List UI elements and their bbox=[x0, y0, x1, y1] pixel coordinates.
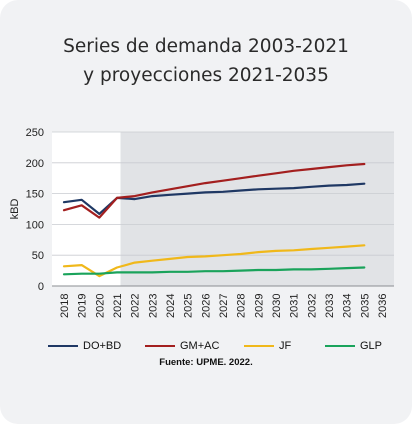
legend-label: GLP bbox=[360, 340, 383, 352]
legend-swatch bbox=[145, 345, 175, 347]
y-tick-label: 200 bbox=[26, 158, 44, 170]
x-tick-label: 2027 bbox=[218, 294, 230, 318]
y-tick-label: 100 bbox=[26, 219, 44, 231]
x-tick-label: 2028 bbox=[236, 294, 248, 318]
legend-swatch bbox=[325, 345, 355, 347]
y-tick-label: 50 bbox=[32, 250, 44, 262]
legend-label: DO+BD bbox=[83, 340, 122, 352]
x-tick-label: 2023 bbox=[147, 294, 159, 318]
legend-label: GM+AC bbox=[180, 340, 220, 352]
series-line-glp bbox=[62, 266, 366, 276]
chart-title: Series de demanda 2003-2021 y proyeccion… bbox=[0, 32, 412, 90]
x-tick-label: 2026 bbox=[200, 294, 212, 318]
x-tick-label: 2021 bbox=[112, 294, 124, 318]
legend-item: GLP bbox=[325, 340, 382, 352]
y-tick-label: 0 bbox=[38, 281, 44, 293]
legend-item: JF bbox=[244, 340, 291, 352]
x-tick-label: 2033 bbox=[324, 294, 336, 318]
x-tick-label: 2018 bbox=[59, 294, 71, 318]
x-tick-label: 2031 bbox=[289, 294, 301, 318]
x-tick-label: 2036 bbox=[377, 294, 389, 318]
series-line-gm-ac bbox=[62, 162, 366, 219]
legend-label: JF bbox=[279, 340, 292, 352]
y-tick-label: 150 bbox=[26, 189, 44, 201]
projection-shade bbox=[120, 132, 395, 286]
x-tick-label: 2030 bbox=[271, 294, 283, 318]
legend-item: GM+AC bbox=[145, 340, 219, 352]
x-tick-label: 2024 bbox=[165, 294, 177, 318]
y-tick-label: 250 bbox=[26, 127, 44, 139]
chart-source: Fuente: UPME. 2022. bbox=[159, 357, 253, 368]
chart-legend: DO+BD GM+AC JF GLP bbox=[48, 340, 382, 354]
x-tick-label: 2019 bbox=[77, 294, 89, 318]
legend-swatch bbox=[48, 345, 78, 347]
x-tick-label: 2022 bbox=[130, 294, 142, 318]
chart-title-line-2: y proyecciones 2021-2035 bbox=[83, 65, 329, 86]
x-tick-label: 2020 bbox=[94, 294, 106, 318]
x-tick-label: 2034 bbox=[342, 294, 354, 318]
x-tick-label: 2032 bbox=[306, 294, 318, 318]
chart-title-line-1: Series de demanda 2003-2021 bbox=[63, 36, 349, 57]
legend-item: DO+BD bbox=[48, 340, 121, 352]
x-tick-label: 2029 bbox=[253, 294, 265, 318]
series-line-jf bbox=[62, 244, 366, 278]
line-chart: 0 50 100 150 200 250 kBD 2018 2019 2020 2021 2022 20… bbox=[9, 127, 395, 318]
x-tick-label: 2035 bbox=[359, 294, 371, 318]
legend-swatch bbox=[244, 345, 274, 347]
y-axis-label: kBD bbox=[9, 199, 21, 220]
x-tick-label: 2025 bbox=[183, 294, 195, 318]
